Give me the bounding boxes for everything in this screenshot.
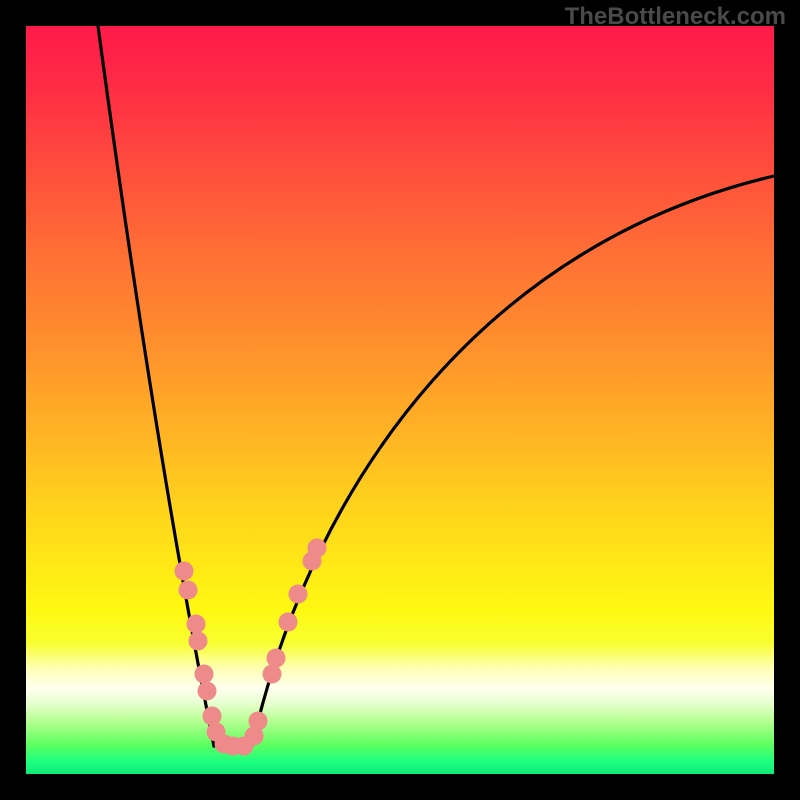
data-marker xyxy=(189,632,208,651)
data-marker xyxy=(263,665,282,684)
data-marker xyxy=(187,615,206,634)
data-marker xyxy=(179,581,198,600)
data-marker xyxy=(203,707,222,726)
data-marker xyxy=(279,613,298,632)
data-marker xyxy=(267,649,286,668)
data-marker xyxy=(249,712,268,731)
bottleneck-curve-layer xyxy=(26,26,774,774)
data-marker xyxy=(195,665,214,684)
data-marker xyxy=(308,539,327,558)
data-marker xyxy=(175,562,194,581)
plot-area xyxy=(26,26,774,774)
gradient-rect xyxy=(26,26,774,774)
data-marker xyxy=(198,682,217,701)
chart-frame: TheBottleneck.com xyxy=(0,0,800,800)
data-marker xyxy=(289,585,308,604)
